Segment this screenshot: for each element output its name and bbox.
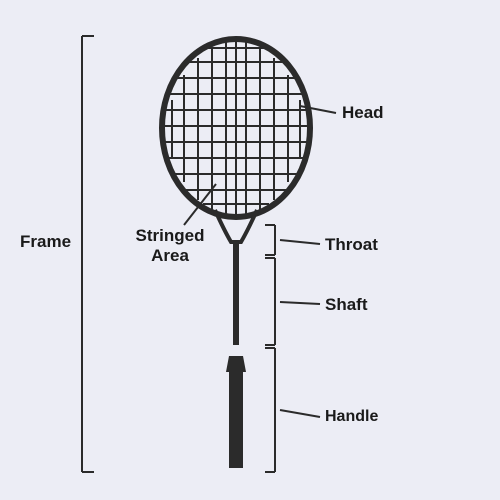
shaft-bracket — [265, 258, 275, 345]
handle-cap — [226, 356, 246, 372]
throat-bracket — [265, 225, 275, 255]
racket-shaft — [233, 242, 239, 345]
throat-label: Throat — [325, 235, 378, 255]
frame-bracket — [82, 36, 94, 472]
racket-diagram — [0, 0, 500, 500]
handle-label: Handle — [325, 408, 378, 426]
handle-bracket — [265, 348, 275, 472]
racket-handle — [229, 372, 243, 468]
shaft-label: Shaft — [325, 295, 368, 315]
head-label: Head — [342, 103, 384, 123]
diagram-container: Frame Head StringedArea Throat Shaft Han… — [0, 0, 500, 500]
stringed-area-label: StringedArea — [130, 226, 210, 267]
frame-label: Frame — [20, 232, 71, 252]
